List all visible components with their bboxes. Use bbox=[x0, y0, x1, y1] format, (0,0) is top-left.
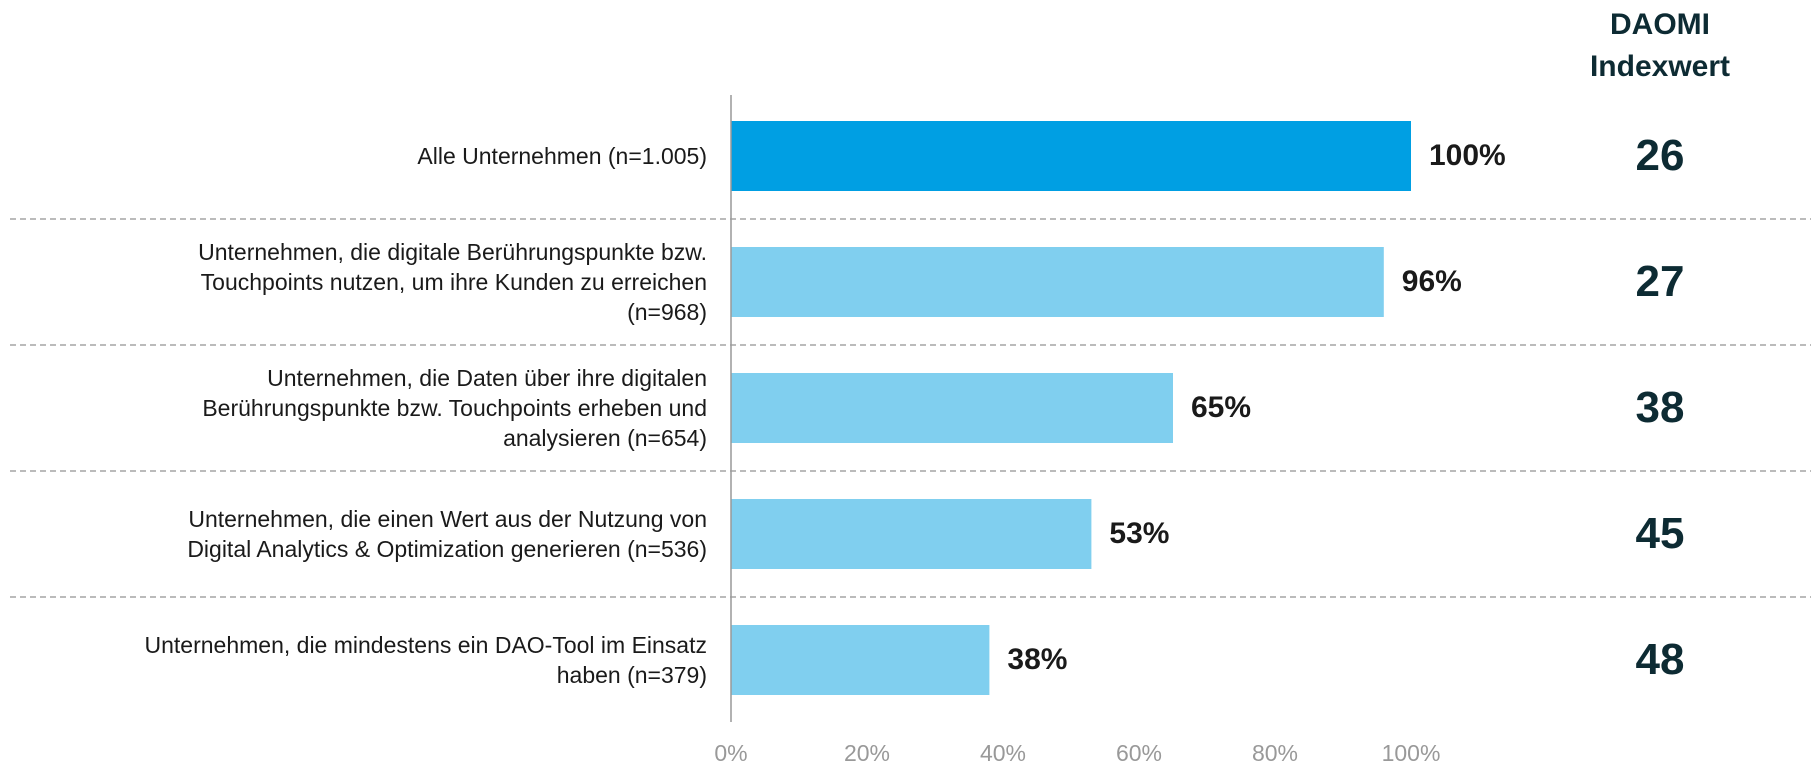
x-tick-label: 0% bbox=[714, 740, 748, 765]
x-tick-label: 80% bbox=[1251, 740, 1299, 765]
index-value: 27 bbox=[1635, 257, 1685, 306]
value-label: 53% bbox=[1109, 517, 1170, 550]
value-label: 96% bbox=[1401, 265, 1462, 298]
category-label: Alle Unternehmen (n=1.005) bbox=[417, 143, 707, 169]
category-label: Unternehmen, die digitale Berührungspunk… bbox=[198, 239, 707, 325]
x-tick-label: 60% bbox=[1115, 740, 1163, 765]
index-value: 26 bbox=[1635, 131, 1685, 180]
index-value: 48 bbox=[1635, 635, 1685, 684]
category-label: Unternehmen, die einen Wert aus der Nutz… bbox=[187, 506, 707, 562]
category-label: Unternehmen, die Daten über ihre digital… bbox=[202, 365, 707, 451]
x-tick-label: 40% bbox=[979, 740, 1027, 765]
x-tick-label: 20% bbox=[843, 740, 891, 765]
value-label: 65% bbox=[1191, 391, 1252, 424]
bar bbox=[731, 373, 1173, 443]
value-label: 100% bbox=[1429, 139, 1506, 172]
value-label: 38% bbox=[1007, 643, 1068, 676]
category-label: Unternehmen, die mindestens ein DAO-Tool… bbox=[144, 632, 707, 688]
bar bbox=[731, 499, 1092, 569]
index-header: DAOMI Indexwert bbox=[1589, 8, 1731, 83]
bar bbox=[731, 247, 1384, 317]
bar bbox=[731, 625, 990, 695]
index-value: 45 bbox=[1635, 509, 1685, 558]
bar bbox=[731, 121, 1411, 191]
index-value: 38 bbox=[1635, 383, 1685, 432]
x-tick-label: 100% bbox=[1381, 740, 1441, 765]
